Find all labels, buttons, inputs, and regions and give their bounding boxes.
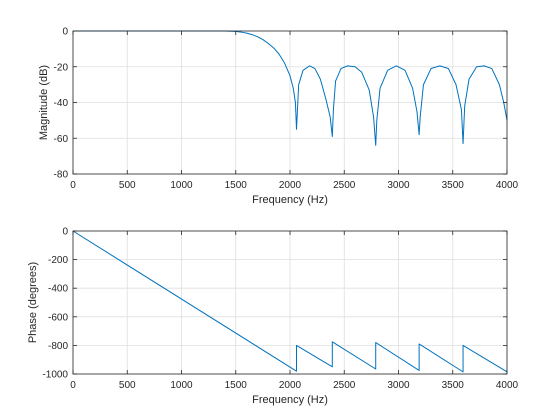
phase-xtick-label-7: 3500	[442, 380, 465, 391]
magnitude-ytick-label-4: 0	[62, 27, 68, 38]
phase-axes: 0 500 1000 1500 2000 2500 3000 3500 4000 -1000 -80…	[27, 227, 519, 407]
magnitude-ytick-label-2: -40	[54, 98, 69, 109]
magnitude-xtick-label-0: 0	[70, 180, 76, 191]
magnitude-xtick-label-7: 3500	[442, 180, 465, 191]
magnitude-xtick-label-4: 2000	[279, 180, 302, 191]
magnitude-ytick-label-3: -20	[54, 62, 69, 73]
phase-ylabel: Phase (degrees)	[27, 262, 39, 343]
phase-ytick-label-3: -400	[48, 284, 68, 295]
magnitude-xtick-label-1: 500	[119, 180, 136, 191]
phase-xtick-label-8: 4000	[496, 380, 519, 391]
phase-ytick-label-2: -600	[48, 312, 68, 323]
magnitude-ytick-label-1: -60	[54, 134, 69, 145]
magnitude-axes: 0 500 1000 1500 2000 2500 3000 3500 4000 -80 -60 -4…	[38, 27, 519, 207]
phase-xtick-label-1: 500	[119, 380, 136, 391]
magnitude-xtick-label-3: 1500	[225, 180, 248, 191]
magnitude-xtick-label-6: 3000	[387, 180, 410, 191]
phase-xtick-label-4: 2000	[279, 380, 302, 391]
magnitude-xlabel: Frequency (Hz)	[252, 194, 328, 206]
phase-xtick-label-0: 0	[70, 380, 76, 391]
magnitude-xtick-label-8: 4000	[496, 180, 519, 191]
phase-ytick-label-5: 0	[62, 227, 68, 238]
phase-ytick-label-0: -1000	[42, 370, 68, 381]
phase-series-line-0	[72, 230, 508, 373]
magnitude-xtick-label-2: 1000	[170, 180, 193, 191]
magnitude-series-line-0	[73, 30, 508, 146]
phase-xtick-label-6: 3000	[387, 380, 410, 391]
magnitude-ytick-label-0: -80	[54, 170, 69, 181]
phase-xtick-label-3: 1500	[225, 380, 248, 391]
phase-xlabel: Frequency (Hz)	[252, 394, 328, 406]
phase-ytick-label-4: -200	[48, 255, 68, 266]
magnitude-ylabel: Magnitude (dB)	[38, 65, 50, 140]
phase-xtick-label-2: 1000	[170, 380, 193, 391]
phase-xtick-label-5: 2500	[333, 380, 356, 391]
magnitude-xtick-label-5: 2500	[333, 180, 356, 191]
phase-ytick-label-1: -800	[48, 341, 68, 352]
